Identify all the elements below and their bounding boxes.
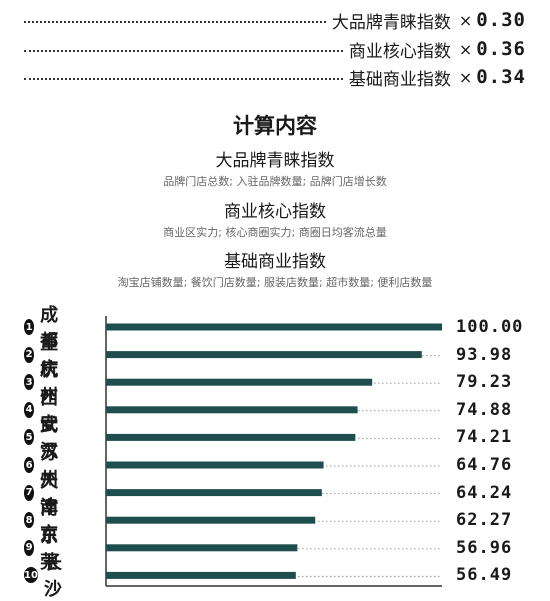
data-label: 56.49 [456, 565, 513, 586]
times-sign: × [458, 67, 473, 87]
weight-value: 0.34 [476, 66, 526, 88]
data-label: 79.23 [456, 372, 513, 393]
bar [106, 489, 322, 497]
city-name: 南京 [40, 498, 63, 546]
bar [106, 544, 298, 552]
bar [106, 323, 442, 331]
rank-badge: 8 [24, 512, 35, 529]
category-label: 9 东莞 [24, 526, 68, 573]
times-sign: × [458, 10, 473, 30]
index-title: 基础商业指数 [224, 252, 326, 272]
rank-badge: 6 [24, 457, 35, 473]
category-label: 4 西安 [24, 388, 68, 435]
city-name: 长沙 [43, 553, 66, 601]
weight-label: 大品牌青睐指数 [331, 12, 451, 33]
data-label: 62.27 [456, 510, 513, 531]
city-name: 重庆 [40, 332, 63, 380]
rank-badge: 7 [24, 484, 35, 501]
bar [106, 461, 324, 469]
bar [106, 351, 422, 359]
city-name: 苏州 [40, 443, 63, 490]
index-title: 大品牌青睐指数 [215, 151, 335, 171]
city-name: 西安 [40, 387, 63, 435]
data-label: 64.76 [456, 455, 513, 475]
data-label: 64.24 [456, 482, 513, 503]
data-label: 74.21 [456, 427, 513, 448]
city-name: 成都 [40, 305, 63, 352]
category-label: 1 成都 [24, 305, 68, 352]
bar [106, 433, 356, 441]
index-description: 淘宝店铺数量; 餐饮门店数量; 服装店数量; 超市数量; 便利店数量 [117, 276, 433, 289]
data-label: 56.96 [456, 537, 513, 558]
index-description: 品牌门店总数; 入驻品牌数量; 品牌门店增长数 [163, 175, 387, 188]
weight-label: 商业核心指数 [348, 41, 451, 62]
weight-row: 商业核心指数 × 0.36 [24, 36, 526, 62]
rank-badge: 3 [24, 374, 35, 391]
data-label: 93.98 [456, 344, 513, 365]
index-title: 商业核心指数 [224, 202, 326, 222]
category-label: 7 天津 [24, 471, 68, 518]
index-description: 商业区实力; 核心商圈实力; 商圈日均客流总量 [163, 226, 387, 239]
bar [106, 406, 358, 414]
rank-badge: 1 [24, 319, 35, 335]
weight-row: 基础商业指数 × 0.34 [24, 64, 526, 90]
weight-label: 基础商业指数 [348, 69, 451, 90]
category-label: 2 重庆 [24, 333, 68, 380]
bar [106, 571, 296, 579]
dotted-leader [24, 78, 343, 80]
bar [106, 378, 373, 386]
rank-badge: 10 [24, 567, 38, 584]
city-name: 杭州 [40, 360, 63, 408]
category-label: 3 杭州 [24, 360, 68, 407]
times-sign: × [458, 39, 473, 59]
weight-value: 0.36 [476, 38, 526, 60]
city-name: 东莞 [40, 525, 63, 573]
data-label: 74.88 [456, 399, 513, 420]
category-label: 8 南京 [24, 498, 68, 545]
weight-value: 0.30 [476, 9, 526, 31]
calc-title: 计算内容 [233, 114, 317, 138]
city-name: 天津 [40, 470, 63, 518]
category-label: 10 长沙 [24, 553, 68, 600]
rank-badge: 2 [24, 346, 35, 363]
category-label: 6 苏州 [24, 443, 68, 490]
dotted-leader [24, 50, 343, 52]
dotted-leader [24, 21, 326, 23]
bar [106, 516, 316, 524]
rank-badge: 5 [24, 429, 35, 446]
data-label: 100.00 [456, 317, 524, 337]
city-name: 武汉 [40, 415, 63, 463]
weight-row: 大品牌青睐指数 × 0.30 [24, 7, 526, 33]
rank-badge: 4 [24, 401, 35, 418]
category-label: 5 武汉 [24, 415, 68, 462]
rank-badge: 9 [24, 539, 35, 556]
